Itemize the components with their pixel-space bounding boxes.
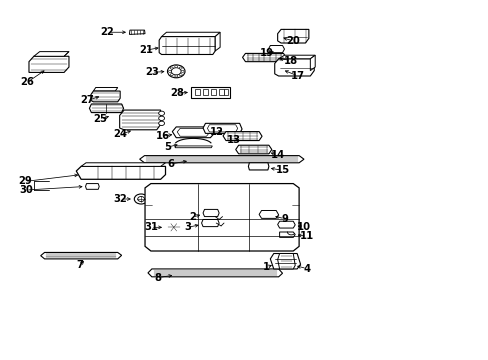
Polygon shape <box>190 87 229 98</box>
Polygon shape <box>85 184 99 189</box>
Bar <box>195 89 200 95</box>
Text: 31: 31 <box>143 222 158 232</box>
Polygon shape <box>242 53 286 62</box>
Polygon shape <box>201 220 219 226</box>
Text: 15: 15 <box>275 165 289 175</box>
Text: 14: 14 <box>270 150 284 160</box>
Text: 9: 9 <box>281 214 288 224</box>
Text: 12: 12 <box>209 127 223 137</box>
Polygon shape <box>215 32 220 51</box>
Text: 25: 25 <box>94 114 107 124</box>
Text: 18: 18 <box>284 55 298 66</box>
Text: 5: 5 <box>163 142 171 152</box>
Polygon shape <box>278 55 315 59</box>
Polygon shape <box>259 211 278 219</box>
Polygon shape <box>41 252 122 259</box>
Text: 32: 32 <box>113 194 127 204</box>
Text: 30: 30 <box>19 185 33 195</box>
Text: 6: 6 <box>167 159 175 169</box>
Text: 13: 13 <box>226 135 240 145</box>
Bar <box>165 221 182 234</box>
Text: 8: 8 <box>154 273 162 283</box>
Circle shape <box>181 70 183 72</box>
Text: 16: 16 <box>155 131 169 141</box>
Polygon shape <box>277 221 295 228</box>
Polygon shape <box>203 210 219 217</box>
Circle shape <box>179 67 182 69</box>
Polygon shape <box>159 37 215 54</box>
Polygon shape <box>172 127 214 138</box>
Circle shape <box>174 75 177 77</box>
Circle shape <box>158 111 164 116</box>
Text: 7: 7 <box>77 260 83 270</box>
Bar <box>218 89 223 95</box>
Circle shape <box>158 116 164 121</box>
Polygon shape <box>207 125 237 132</box>
Circle shape <box>174 66 177 68</box>
Polygon shape <box>177 129 209 136</box>
Text: 2: 2 <box>188 212 195 222</box>
Text: 27: 27 <box>81 95 94 105</box>
Circle shape <box>167 223 179 231</box>
Bar <box>203 89 207 95</box>
Polygon shape <box>279 232 295 237</box>
Polygon shape <box>34 51 69 56</box>
Text: 1: 1 <box>263 262 269 272</box>
Text: 29: 29 <box>18 176 32 186</box>
Text: 21: 21 <box>139 45 153 55</box>
Polygon shape <box>120 110 160 130</box>
Polygon shape <box>148 269 282 277</box>
Bar <box>210 89 215 95</box>
Text: 24: 24 <box>113 130 127 139</box>
Polygon shape <box>81 163 165 166</box>
Circle shape <box>179 73 182 76</box>
Polygon shape <box>277 30 308 43</box>
Polygon shape <box>145 184 299 251</box>
Polygon shape <box>140 156 304 163</box>
Text: 20: 20 <box>286 36 300 46</box>
Text: 23: 23 <box>144 67 159 77</box>
Polygon shape <box>268 45 284 53</box>
Circle shape <box>138 197 144 202</box>
Polygon shape <box>161 32 220 37</box>
Text: 4: 4 <box>303 264 310 274</box>
Polygon shape <box>203 123 242 134</box>
Text: 22: 22 <box>100 27 114 37</box>
Text: 19: 19 <box>260 48 273 58</box>
Polygon shape <box>91 91 120 102</box>
Circle shape <box>167 65 184 78</box>
Polygon shape <box>89 104 123 113</box>
Polygon shape <box>93 87 118 91</box>
Circle shape <box>171 68 181 75</box>
Polygon shape <box>274 59 314 76</box>
Polygon shape <box>270 253 300 269</box>
Polygon shape <box>175 146 212 148</box>
Text: 26: 26 <box>20 77 34 87</box>
Text: 17: 17 <box>290 71 305 81</box>
Polygon shape <box>310 55 315 71</box>
Circle shape <box>170 67 173 69</box>
Polygon shape <box>235 145 271 154</box>
Circle shape <box>134 194 148 204</box>
Circle shape <box>170 73 173 76</box>
Text: 10: 10 <box>296 222 310 232</box>
Polygon shape <box>248 163 268 170</box>
Polygon shape <box>29 56 69 72</box>
Circle shape <box>170 225 176 229</box>
Polygon shape <box>223 132 262 140</box>
Circle shape <box>158 121 164 126</box>
Text: 28: 28 <box>170 88 184 98</box>
Polygon shape <box>76 166 165 179</box>
Text: 3: 3 <box>183 222 190 232</box>
Text: 11: 11 <box>299 231 313 241</box>
Polygon shape <box>129 30 145 35</box>
Bar <box>223 89 228 95</box>
Circle shape <box>168 70 171 72</box>
Polygon shape <box>277 253 295 269</box>
